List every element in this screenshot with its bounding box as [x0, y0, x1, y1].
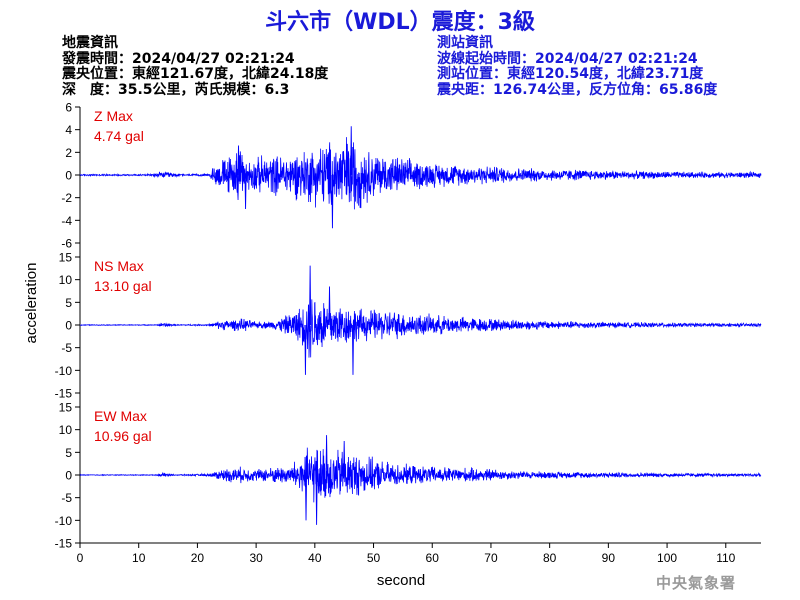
y-tick-label-ns: 0 [65, 319, 72, 333]
y-tick-label-z: -6 [61, 237, 72, 251]
peak-spike-z [244, 174, 247, 210]
epicenter-location: 震央位置：東經121.67度，北緯24.18度 [62, 66, 329, 82]
y-tick-label-z: 2 [65, 146, 72, 160]
peak-spike-z [331, 174, 334, 229]
x-tick-label: 40 [308, 551, 322, 565]
x-tick-label: 50 [367, 551, 381, 565]
y-tick-label-ew: 15 [59, 401, 73, 415]
epicentral-distance: 震央距：126.74公里，反方位角：65.86度 [437, 81, 718, 98]
y-tick-label-z: 0 [65, 169, 72, 183]
y-tick-label-ew: -15 [55, 537, 73, 551]
y-tick-label-ns: 15 [59, 251, 73, 265]
station-info: 測站資訊 波線起始時間：2024/04/27 02:21:24 測站位置：東經1… [437, 35, 718, 98]
max-value-z: 4.74 gal [94, 128, 144, 144]
y-tick-label-ew: 10 [59, 423, 73, 437]
x-tick-label: 110 [716, 551, 735, 565]
x-tick-label: 80 [543, 551, 557, 565]
x-tick-label: 30 [249, 551, 263, 565]
peak-spike-ns [351, 324, 355, 375]
peak-spike-z [237, 145, 240, 176]
y-tick-label-z: 6 [65, 101, 72, 115]
peak-spike-z [350, 126, 353, 176]
y-tick-label-z: -2 [61, 191, 72, 205]
peak-spike-ew [325, 435, 328, 476]
organization-watermark: 中央氣象署 [656, 574, 737, 592]
station-location: 測站位置：東經120.54度，北緯23.71度 [437, 66, 704, 82]
peak-spike-ns [328, 286, 331, 326]
y-tick-label-ns: 5 [65, 296, 72, 310]
waveform-ns [79, 299, 762, 358]
x-tick-label: 70 [484, 551, 498, 565]
y-tick-label-ew: 5 [65, 446, 72, 460]
max-value-ew: 10.96 gal [94, 428, 152, 444]
peak-spike-ew [343, 440, 346, 476]
origin-time: 發震時間：2024/04/27 02:21:24 [62, 50, 295, 67]
earthquake-info: 地震資訊 發震時間：2024/04/27 02:21:24 震央位置：東經121… [62, 35, 329, 98]
x-axis-label: second [377, 572, 425, 589]
max-label-ew: EW Max [94, 408, 147, 424]
y-tick-label-ns: -5 [61, 341, 72, 355]
y-tick-label-z: -4 [61, 214, 72, 228]
y-tick-label-ew: 0 [65, 469, 72, 483]
chart-title: 斗六市（WDL）震度：3級 [265, 10, 535, 35]
y-tick-label-ew: -10 [55, 514, 73, 528]
x-tick-label: 10 [132, 551, 146, 565]
x-tick-label: 20 [191, 551, 205, 565]
y-tick-label-z: 4 [65, 123, 72, 137]
peak-spike-ns [309, 265, 312, 326]
peak-spike-ew [315, 474, 318, 525]
peak-spike-ns [304, 324, 307, 375]
x-tick-label: 60 [426, 551, 440, 565]
y-axis-label: acceleration [23, 263, 40, 344]
max-value-ns: 13.10 gal [94, 278, 152, 294]
x-tick-label: 90 [602, 551, 616, 565]
depth-magnitude: 深 度：35.5公里，芮氏規模：6.3 [62, 81, 290, 98]
y-tick-label-ew: -5 [61, 491, 72, 505]
wave-start-time: 波線起始時間：2024/04/27 02:21:24 [437, 50, 698, 67]
x-tick-label: 100 [657, 551, 677, 565]
max-label-z: Z Max [94, 108, 133, 124]
max-label-ns: NS Max [94, 258, 144, 274]
y-tick-label-ns: -10 [55, 364, 73, 378]
earthquake-info-heading: 地震資訊 [62, 35, 118, 51]
station-info-heading: 測站資訊 [437, 35, 493, 51]
y-tick-label-ns: 10 [59, 273, 73, 287]
waveform-ew [79, 447, 762, 503]
waveform-z [79, 137, 762, 210]
peak-spike-ew [304, 474, 308, 521]
y-tick-label-ns: -15 [55, 387, 73, 401]
x-tick-label: 0 [77, 551, 84, 565]
